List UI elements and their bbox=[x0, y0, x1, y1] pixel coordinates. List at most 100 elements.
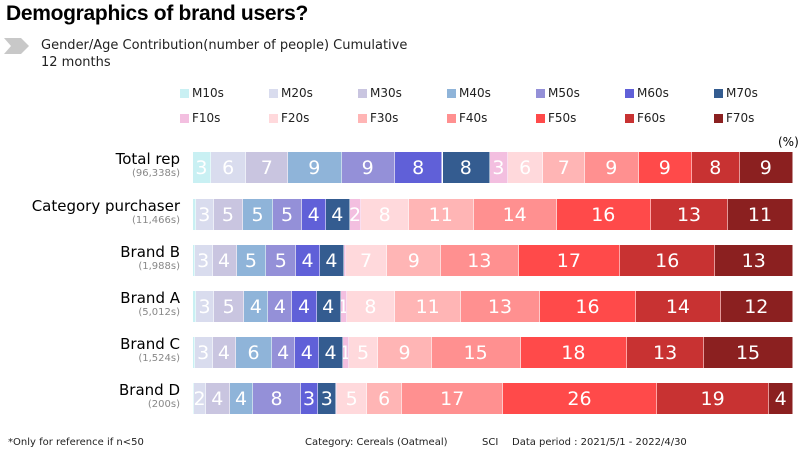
sample-size: (11,466s) bbox=[131, 215, 180, 226]
data-label: 7 bbox=[557, 156, 570, 179]
data-label: 8 bbox=[459, 156, 472, 179]
data-label: 1 bbox=[343, 342, 348, 364]
data-label: 9 bbox=[605, 156, 618, 179]
data-label: 13 bbox=[653, 341, 678, 364]
data-label: 17 bbox=[440, 387, 465, 410]
period-note: Data period : 2021/5/1 - 2022/4/30 bbox=[512, 437, 687, 448]
source-note: SCI bbox=[482, 437, 499, 448]
bar-segment: 16 bbox=[556, 199, 652, 230]
legend-label: F10s bbox=[192, 111, 221, 125]
legend-swatch bbox=[180, 88, 189, 98]
category-label: Brand D (200s) bbox=[119, 381, 180, 411]
legend-swatch bbox=[536, 88, 545, 98]
data-label: 9 bbox=[759, 156, 772, 179]
bar-segment: 3 bbox=[300, 383, 319, 414]
unit-label: (%) bbox=[778, 135, 799, 149]
category-label: Brand C (1,524s) bbox=[120, 335, 180, 365]
bar-segment: 6 bbox=[236, 337, 272, 368]
data-label: 4 bbox=[273, 295, 286, 318]
data-label: 8 bbox=[709, 156, 722, 179]
legend-swatch bbox=[269, 113, 278, 123]
legend-swatch bbox=[536, 113, 545, 123]
bar-segment: 4 bbox=[296, 245, 321, 276]
legend-item: M50s bbox=[536, 86, 580, 100]
legend-label: F40s bbox=[459, 111, 488, 125]
bar-segment: 8 bbox=[442, 152, 491, 183]
data-label: 4 bbox=[301, 249, 314, 272]
data-label: 3 bbox=[197, 341, 210, 364]
bar-segment: 4 bbox=[292, 291, 317, 322]
data-label: 11 bbox=[428, 203, 453, 226]
data-label: 9 bbox=[308, 156, 321, 179]
data-label: 14 bbox=[502, 203, 527, 226]
legend-swatch bbox=[625, 88, 634, 98]
bar-segment: 13 bbox=[461, 291, 540, 322]
bar-segment: 11 bbox=[727, 199, 793, 230]
data-label: 8 bbox=[378, 203, 391, 226]
bar-segment: 8 bbox=[692, 152, 740, 183]
data-label: 4 bbox=[322, 295, 335, 318]
bar-segment: 5 bbox=[266, 245, 297, 276]
sample-size: (200s) bbox=[147, 399, 180, 410]
data-label: 4 bbox=[277, 341, 290, 364]
data-label: 5 bbox=[251, 203, 264, 226]
data-label: 3 bbox=[198, 203, 211, 226]
data-label: 5 bbox=[221, 203, 234, 226]
bar-segment: 4 bbox=[326, 199, 350, 230]
bar-segment: 15 bbox=[431, 337, 521, 368]
bar-segment: 4 bbox=[212, 245, 237, 276]
bar-segment: 3 bbox=[193, 152, 211, 183]
bar-segment: 5 bbox=[236, 245, 267, 276]
bar-segment: 11 bbox=[395, 291, 462, 322]
bar-segment: 9 bbox=[341, 152, 395, 183]
legend-label: F70s bbox=[726, 111, 755, 125]
bar-segment: 8 bbox=[361, 199, 409, 230]
data-label: 7 bbox=[260, 156, 273, 179]
bar-segment: 16 bbox=[539, 291, 637, 322]
bar-segment: 17 bbox=[518, 245, 621, 276]
bar-segment: 6 bbox=[366, 383, 403, 414]
data-label: 16 bbox=[575, 295, 600, 318]
data-label: 12 bbox=[744, 295, 769, 318]
data-label: 3 bbox=[197, 249, 210, 272]
data-label: 7 bbox=[359, 249, 373, 272]
legend-item: M10s bbox=[180, 86, 224, 100]
bar-segment: 16 bbox=[620, 245, 716, 276]
sample-size: (5,012s) bbox=[138, 307, 180, 318]
bar-segment: 3 bbox=[196, 291, 215, 322]
legend-swatch bbox=[625, 113, 634, 123]
legend-item: F70s bbox=[714, 111, 754, 125]
data-label: 9 bbox=[398, 341, 411, 364]
data-label: 8 bbox=[412, 156, 425, 179]
bar-segment: 9 bbox=[387, 245, 442, 276]
legend-item: M20s bbox=[269, 86, 313, 100]
data-label: 11 bbox=[415, 295, 440, 318]
bar-segment: 18 bbox=[520, 337, 628, 368]
bar-segment: 14 bbox=[636, 291, 721, 322]
data-label: 19 bbox=[700, 387, 725, 410]
data-label: 13 bbox=[676, 203, 702, 226]
legend-label: F20s bbox=[281, 111, 310, 125]
legend-swatch bbox=[180, 113, 189, 123]
legend-swatch bbox=[714, 113, 723, 123]
bar-segment: 6 bbox=[210, 152, 247, 183]
category-label: Category purchaser (11,466s) bbox=[31, 197, 180, 227]
bar-segment: 9 bbox=[585, 152, 639, 183]
data-label: 4 bbox=[774, 387, 787, 410]
bar-segment: 4 bbox=[769, 383, 793, 414]
data-label: 8 bbox=[364, 295, 377, 318]
bar-segment: 2 bbox=[194, 383, 206, 414]
bar-segment: 4 bbox=[244, 291, 269, 322]
bar-segment: 19 bbox=[656, 383, 770, 414]
category-label: Brand A (5,012s) bbox=[120, 289, 180, 319]
bar-segment: 5 bbox=[337, 383, 367, 414]
data-label: 6 bbox=[247, 341, 260, 364]
data-label: 4 bbox=[307, 203, 320, 226]
legend-item: F30s bbox=[358, 111, 398, 125]
bar-segment: 9 bbox=[739, 152, 793, 183]
category-label: Total rep (96,338s) bbox=[115, 150, 180, 180]
bar-segment: 26 bbox=[503, 383, 657, 414]
bar-segment: 14 bbox=[473, 199, 557, 230]
bar-segment bbox=[193, 383, 195, 414]
bar-segment: 5 bbox=[213, 199, 244, 230]
